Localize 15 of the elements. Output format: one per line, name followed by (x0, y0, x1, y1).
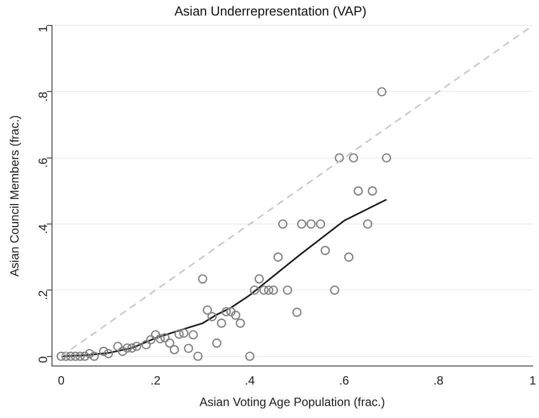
x-axis-title: Asian Voting Age Population (frac.) (200, 395, 385, 410)
x-tick-label: .8 (433, 374, 444, 388)
y-axis-title: Asian Council Members (frac.) (8, 115, 22, 277)
y-tick-label: .8 (36, 91, 50, 102)
y-tick-label: 1 (36, 25, 50, 32)
x-tick-label: .6 (339, 374, 350, 388)
y-tick-label: .2 (36, 290, 50, 300)
y-tick-label: .6 (36, 158, 50, 168)
chart-title: Asian Underrepresentation (VAP) (174, 3, 366, 18)
x-tick-label: 0 (58, 374, 65, 388)
x-tick-label: 1 (529, 374, 536, 388)
y-tick-label: 0 (36, 356, 50, 363)
y-tick-label: .4 (36, 224, 50, 234)
x-tick-label: .2 (150, 374, 161, 388)
x-tick-label: .4 (244, 374, 256, 388)
